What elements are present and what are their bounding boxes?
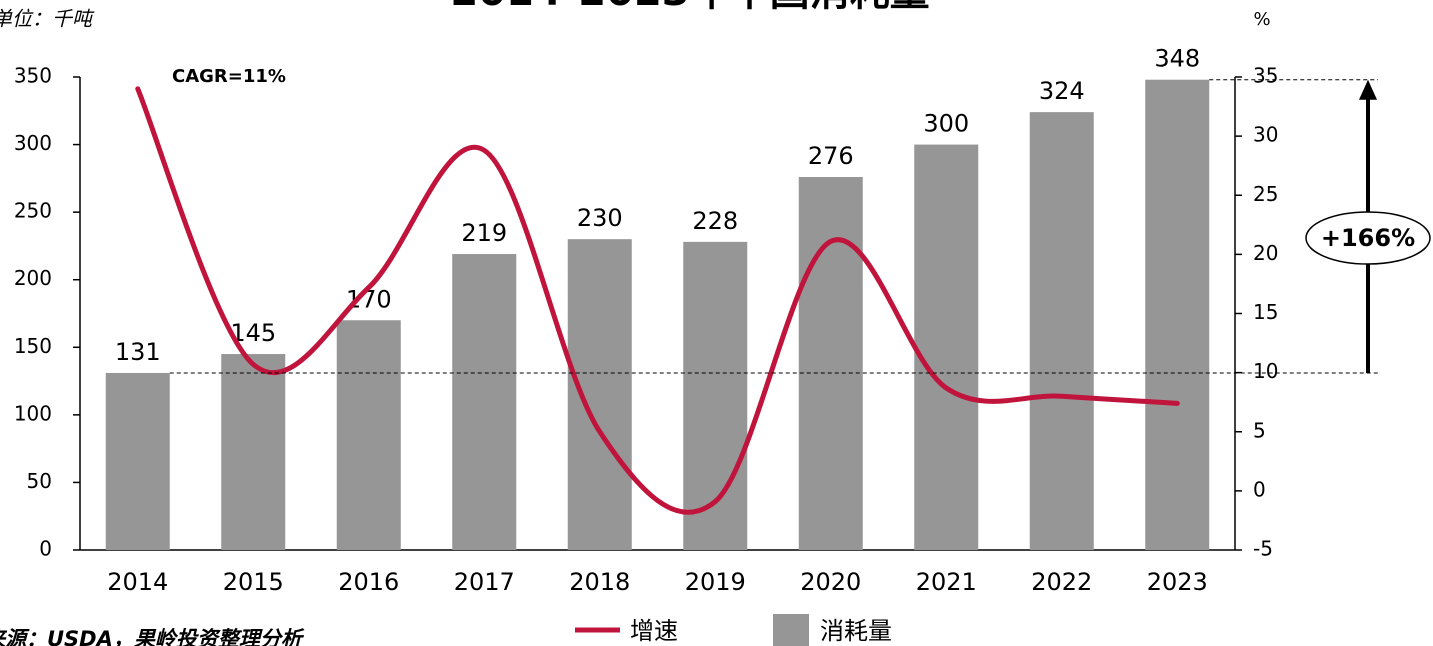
bar xyxy=(105,372,170,550)
bar xyxy=(1145,79,1210,551)
bar xyxy=(1029,112,1094,550)
arrow-head xyxy=(1359,79,1377,100)
y2-tick-label: 25 xyxy=(1253,182,1278,206)
bar-value-label: 300 xyxy=(923,110,969,138)
y-tick-label: 100 xyxy=(14,401,52,425)
x-tick-label: 2018 xyxy=(569,568,630,596)
x-tick-label: 2022 xyxy=(1031,568,1092,596)
y2-tick-label: 0 xyxy=(1253,477,1266,501)
x-tick-label: 2019 xyxy=(685,568,746,596)
bar xyxy=(221,354,286,550)
y2-tick-label: 15 xyxy=(1253,300,1278,324)
legend-label: 增速 xyxy=(630,617,678,645)
bar-value-label: 348 xyxy=(1154,45,1200,73)
bar-value-label: 228 xyxy=(692,207,738,235)
legend-swatch xyxy=(773,614,809,646)
legend-label: 消耗量 xyxy=(820,617,892,645)
y-tick-label: 250 xyxy=(14,199,52,223)
cagr-annotation: CAGR=11% xyxy=(172,66,286,87)
x-tick-label: 2016 xyxy=(338,568,399,596)
bar-value-label: 219 xyxy=(461,219,507,247)
y-axis-label: 单位：千吨 xyxy=(0,7,95,31)
x-tick-label: 2021 xyxy=(916,568,977,596)
y2-axis-label: % xyxy=(1253,9,1270,30)
y2-tick-label: 35 xyxy=(1253,64,1278,88)
x-tick-label: 2015 xyxy=(223,568,284,596)
y-tick-label: 0 xyxy=(39,537,52,561)
y-tick-label: 350 xyxy=(14,64,52,88)
y2-tick-label: 30 xyxy=(1253,123,1278,147)
source: 来源：USDA，果岭投资整理分析 xyxy=(0,627,305,646)
y-tick-label: 300 xyxy=(14,131,52,155)
bar-value-label: 276 xyxy=(808,142,854,170)
bar xyxy=(914,144,979,551)
growth-line xyxy=(135,86,1180,515)
x-tick-label: 2014 xyxy=(107,568,168,596)
bar xyxy=(452,254,517,550)
bar xyxy=(798,177,863,550)
x-tick-label: 2023 xyxy=(1147,568,1208,596)
y2-tick-label: 10 xyxy=(1253,359,1278,383)
x-tick-label: 2017 xyxy=(454,568,515,596)
bar-value-label: 230 xyxy=(577,204,623,232)
x-tick-label: 2020 xyxy=(800,568,861,596)
chart-title: 2014-2023年中国消耗量 xyxy=(450,0,929,15)
y-tick-label: 50 xyxy=(27,469,52,493)
y-tick-label: 150 xyxy=(14,334,52,358)
growth-annotation: +166% xyxy=(1321,224,1415,252)
bar xyxy=(567,239,632,550)
y-tick-label: 200 xyxy=(14,266,52,290)
y2-tick-label: 20 xyxy=(1253,241,1278,265)
y2-tick-label: -5 xyxy=(1253,537,1273,561)
bar xyxy=(336,320,401,550)
bar-value-label: 131 xyxy=(115,338,161,366)
annotation-bubble xyxy=(1305,211,1431,265)
bar-value-label: 324 xyxy=(1039,77,1085,105)
y2-tick-label: 5 xyxy=(1253,418,1266,442)
